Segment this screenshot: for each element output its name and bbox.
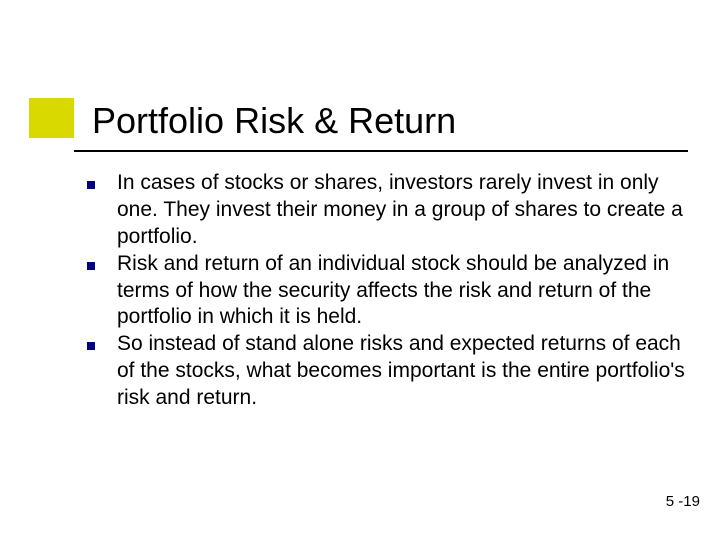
bullet-text: In cases of stocks or shares, investors …: [117, 170, 690, 251]
accent-bar: [29, 98, 74, 138]
slide-title: Portfolio Risk & Return: [92, 100, 692, 142]
title-container: Portfolio Risk & Return: [92, 100, 692, 142]
bullet-square-icon: [87, 181, 95, 189]
slide-container: Portfolio Risk & Return In cases of stoc…: [0, 0, 720, 540]
bullet-text: So instead of stand alone risks and expe…: [117, 331, 690, 412]
slide-body: In cases of stocks or shares, investors …: [85, 170, 690, 412]
bullet-item: In cases of stocks or shares, investors …: [85, 170, 690, 251]
title-underline: [74, 150, 688, 152]
page-number: 5 -19: [666, 493, 700, 510]
bullet-text: Risk and return of an individual stock s…: [117, 251, 690, 332]
bullet-item: So instead of stand alone risks and expe…: [85, 331, 690, 412]
bullet-item: Risk and return of an individual stock s…: [85, 251, 690, 332]
bullet-square-icon: [87, 262, 95, 270]
bullet-square-icon: [87, 342, 95, 350]
